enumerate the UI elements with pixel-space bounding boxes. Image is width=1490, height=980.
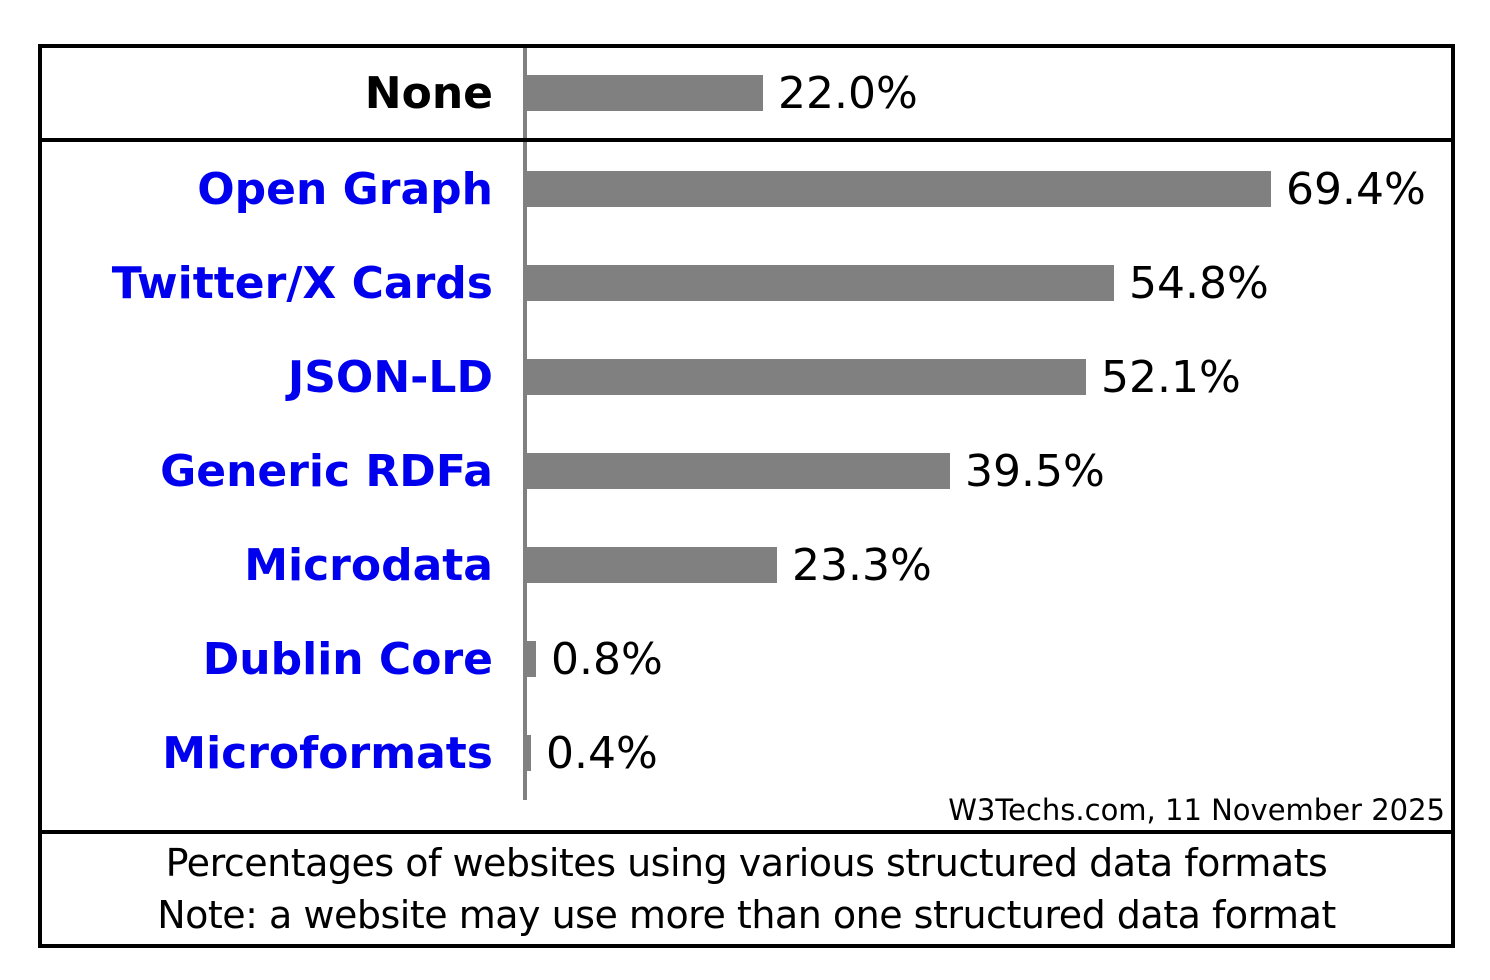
category-label-json-ld[interactable]: JSON-LD bbox=[42, 330, 527, 424]
bar-none bbox=[527, 75, 763, 111]
value-label-microdata: 23.3% bbox=[792, 539, 932, 591]
value-label-open-graph: 69.4% bbox=[1286, 163, 1426, 215]
bar-track-open-graph: 69.4% bbox=[527, 142, 1451, 236]
bar-track-json-ld: 52.1% bbox=[527, 330, 1451, 424]
chart-row-none: None 22.0% bbox=[42, 48, 1451, 138]
bar-json-ld bbox=[527, 359, 1086, 395]
bar-open-graph bbox=[527, 171, 1271, 207]
category-label-none: None bbox=[42, 48, 527, 138]
bars-section: Open Graph 69.4% Twitter/X Cards 54.8% JSON-… bbox=[42, 142, 1451, 830]
bar-rows-container: Open Graph 69.4% Twitter/X Cards 54.8% JSON-… bbox=[42, 142, 1451, 800]
bar-track-microdata: 23.3% bbox=[527, 518, 1451, 612]
value-label-microformats: 0.4% bbox=[546, 727, 658, 779]
chart-frame: None 22.0% Open Graph 69.4% Twitter/X Cards… bbox=[38, 44, 1455, 948]
value-label-json-ld: 52.1% bbox=[1101, 351, 1241, 403]
value-label-twitter-x-cards: 54.8% bbox=[1129, 257, 1269, 309]
chart-row-open-graph: Open Graph 69.4% bbox=[42, 142, 1451, 236]
chart-row-microformats: Microformats 0.4% bbox=[42, 706, 1451, 800]
value-label-none: 22.0% bbox=[778, 67, 918, 119]
chart-row-json-ld: JSON-LD 52.1% bbox=[42, 330, 1451, 424]
chart-row-dublin-core: Dublin Core 0.8% bbox=[42, 612, 1451, 706]
bar-track-microformats: 0.4% bbox=[527, 706, 1451, 800]
category-label-microformats[interactable]: Microformats bbox=[42, 706, 527, 800]
caption-line-2: Note: a website may use more than one st… bbox=[157, 893, 1336, 937]
none-row-section: None 22.0% bbox=[42, 48, 1451, 142]
bar-dublin-core bbox=[527, 641, 536, 677]
category-label-open-graph[interactable]: Open Graph bbox=[42, 142, 527, 236]
bar-track-dublin-core: 0.8% bbox=[527, 612, 1451, 706]
bar-track-twitter-x-cards: 54.8% bbox=[527, 236, 1451, 330]
chart-row-twitter-x-cards: Twitter/X Cards 54.8% bbox=[42, 236, 1451, 330]
category-label-twitter-x-cards[interactable]: Twitter/X Cards bbox=[42, 236, 527, 330]
chart-row-generic-rdfa: Generic RDFa 39.5% bbox=[42, 424, 1451, 518]
bar-track-none: 22.0% bbox=[527, 48, 1451, 138]
bar-microformats bbox=[527, 735, 531, 771]
source-attribution: W3Techs.com, 11 November 2025 bbox=[948, 793, 1445, 827]
value-label-dublin-core: 0.8% bbox=[551, 633, 663, 685]
caption-section: Percentages of websites using various st… bbox=[42, 830, 1451, 944]
category-label-dublin-core[interactable]: Dublin Core bbox=[42, 612, 527, 706]
bar-twitter-x-cards bbox=[527, 265, 1114, 301]
bar-track-generic-rdfa: 39.5% bbox=[527, 424, 1451, 518]
chart-row-microdata: Microdata 23.3% bbox=[42, 518, 1451, 612]
category-label-microdata[interactable]: Microdata bbox=[42, 518, 527, 612]
bar-microdata bbox=[527, 547, 777, 583]
category-label-generic-rdfa[interactable]: Generic RDFa bbox=[42, 424, 527, 518]
value-label-generic-rdfa: 39.5% bbox=[965, 445, 1105, 497]
caption-line-1: Percentages of websites using various st… bbox=[165, 841, 1328, 885]
bar-generic-rdfa bbox=[527, 453, 950, 489]
